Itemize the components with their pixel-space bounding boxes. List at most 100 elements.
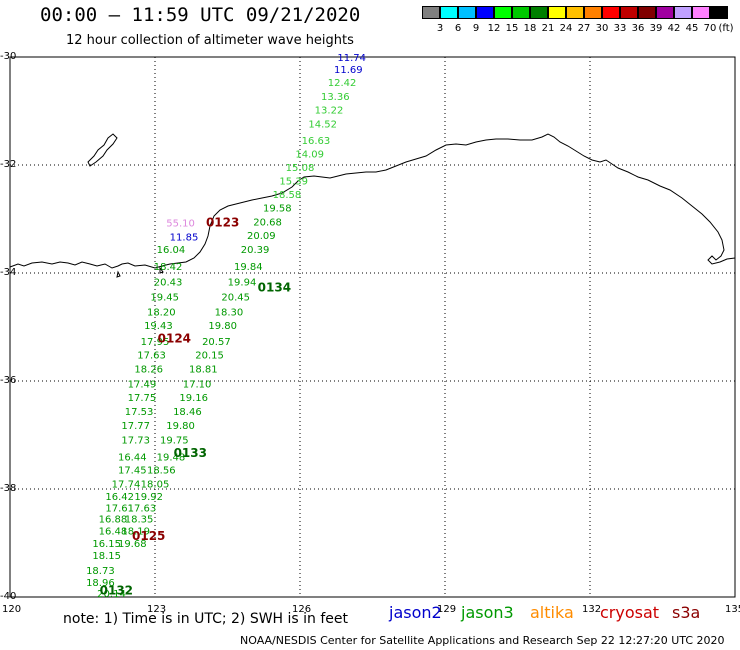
- wave-height-label: 18.30: [215, 308, 244, 319]
- wave-height-label: 17.95: [141, 337, 170, 348]
- island-outline: [87, 133, 118, 167]
- longitude-label: 120: [2, 604, 22, 615]
- wave-height-label: 11.85: [170, 233, 199, 244]
- map-title: 00:00 – 11:59 UTC 09/21/2020: [40, 4, 361, 26]
- color-swatch: [674, 6, 692, 19]
- satellite-legend-item: jason2: [389, 603, 442, 622]
- color-scale-label: 70: [703, 23, 717, 34]
- wave-height-label: 12.42: [328, 78, 357, 89]
- color-swatch: [710, 6, 728, 19]
- wave-height-label: 16.44: [118, 452, 147, 463]
- color-scale-label: 33: [613, 23, 627, 34]
- wave-height-label: 18.19: [121, 526, 150, 537]
- wave-height-label: 13.36: [321, 92, 350, 103]
- wave-height-label: 16.63: [302, 136, 331, 147]
- pass-time-label: 0133: [174, 446, 207, 460]
- color-swatch: [584, 6, 602, 19]
- wave-height-label: 18.96: [86, 578, 115, 589]
- australia-south-coastline: [9, 133, 736, 269]
- longitude-label: 135: [725, 604, 740, 615]
- wave-height-label: 20.68: [253, 217, 282, 228]
- color-scale-label: 45: [685, 23, 699, 34]
- color-swatch: [494, 6, 512, 19]
- wave-height-label: 18.58: [273, 190, 302, 201]
- color-scale-label: 12: [487, 23, 501, 34]
- longitude-label: 129: [437, 604, 457, 615]
- color-swatch: [440, 6, 458, 19]
- color-swatch: [476, 6, 494, 19]
- wave-height-label: 19.68: [118, 539, 147, 550]
- pass-time-label: 0124: [158, 332, 191, 346]
- color-scale-label: 21: [541, 23, 555, 34]
- color-scale-label: 27: [577, 23, 591, 34]
- longitude-label: 126: [292, 604, 312, 615]
- color-swatch: [602, 6, 620, 19]
- wave-height-label: 55.10: [166, 219, 195, 230]
- wave-height-label: 19.75: [160, 436, 189, 447]
- wave-height-label: 18.46: [173, 407, 202, 418]
- wave-height-label: 16.48: [99, 526, 128, 537]
- wave-height-label: 19.80: [208, 321, 237, 332]
- footer-note: note: 1) Time is in UTC; 2) SWH is in fe…: [63, 611, 349, 627]
- wave-height-label: 18.15: [92, 551, 121, 562]
- wave-height-label: 19.80: [166, 421, 195, 432]
- wave-height-label: 17.63: [128, 504, 157, 515]
- latitude-label: -38: [0, 483, 17, 494]
- wave-height-label: 11.74: [337, 53, 366, 64]
- wave-height-label: 18.20: [147, 308, 176, 319]
- wave-height-label: 20.15: [195, 350, 224, 361]
- color-scale-label: 39: [649, 23, 663, 34]
- wave-height-label: 20.14: [97, 589, 126, 600]
- color-scale-label: 9: [472, 23, 480, 34]
- color-scale-label: 42: [667, 23, 681, 34]
- latitude-label: -32: [0, 159, 17, 170]
- wave-height-label: 16.04: [157, 245, 186, 256]
- color-scale-label: 6: [454, 23, 462, 34]
- wave-height-label: 15.08: [286, 163, 315, 174]
- wave-height-label: 16.88: [99, 514, 128, 525]
- color-scale-label: 24: [559, 23, 573, 34]
- color-swatch: [530, 6, 548, 19]
- color-swatch: [422, 6, 440, 19]
- satellite-legend-item: altika: [530, 603, 574, 622]
- wave-height-label: 15.39: [279, 176, 308, 187]
- latitude-label: -40: [0, 591, 17, 602]
- wave-height-label: 20.09: [247, 231, 276, 242]
- wave-height-label: 20.39: [241, 245, 270, 256]
- wave-height-label: 14.52: [308, 120, 337, 131]
- wave-height-label: 17.77: [121, 421, 150, 432]
- wave-height-label: 17.53: [125, 407, 154, 418]
- color-swatch: [656, 6, 674, 19]
- wave-height-label: 17.49: [128, 379, 157, 390]
- color-swatch: [566, 6, 584, 19]
- wave-height-label: 11.69: [334, 65, 363, 76]
- wave-height-label: 19.94: [228, 277, 257, 288]
- satellite-legend-item: s3a: [672, 603, 701, 622]
- color-swatch: [638, 6, 656, 19]
- color-swatch: [458, 6, 476, 19]
- wave-height-label: 16.15: [92, 539, 121, 550]
- latitude-label: -30: [0, 51, 17, 62]
- wave-height-label: 19.92: [134, 492, 163, 503]
- pass-time-label: 0123: [206, 216, 239, 230]
- wave-height-label: 18.35: [125, 514, 154, 525]
- wave-height-label: 18.56: [147, 465, 176, 476]
- pass-time-label: 0134: [258, 280, 291, 294]
- longitude-label: 132: [582, 604, 602, 615]
- latitude-label: -34: [0, 267, 17, 278]
- satellite-legend-item: jason3: [461, 603, 514, 622]
- wave-height-label: 18.42: [154, 262, 183, 273]
- wave-height-label: 17.75: [128, 393, 157, 404]
- color-scale-label: 36: [631, 23, 645, 34]
- wave-height-label: 17.10: [183, 379, 212, 390]
- map-subtitle: 12 hour collection of altimeter wave hei…: [66, 33, 354, 48]
- pass-time-label: 0125: [132, 529, 165, 543]
- island-outline: [116, 270, 121, 278]
- wave-height-label: 19.45: [150, 293, 179, 304]
- map-frame: [9, 56, 736, 598]
- color-scale-label: 3: [436, 23, 444, 34]
- wave-height-label: 20.45: [221, 293, 250, 304]
- wave-height-label: 19.84: [234, 262, 263, 273]
- color-scale-label: 30: [595, 23, 609, 34]
